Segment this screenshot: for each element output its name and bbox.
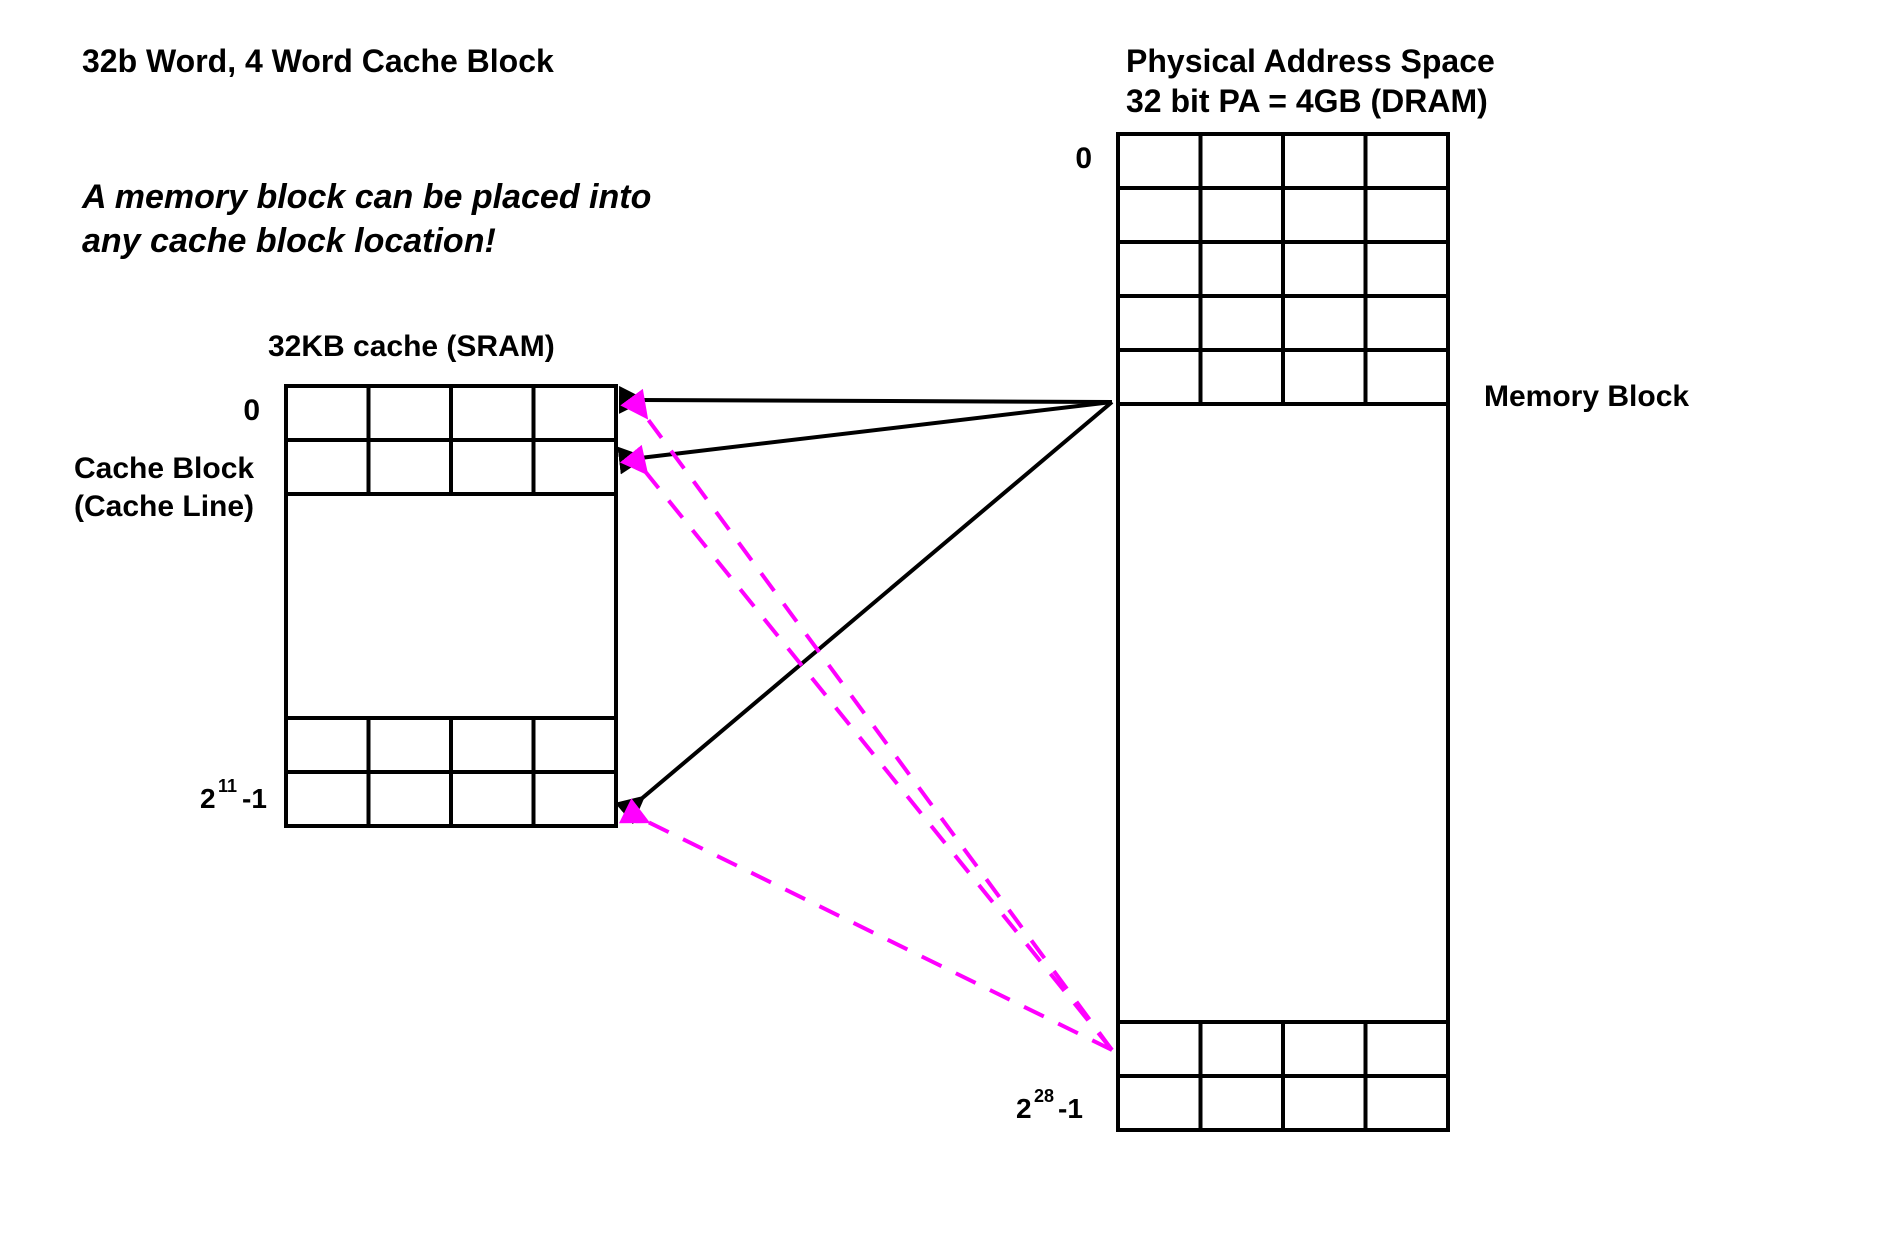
mem-last-index-base: 2 xyxy=(1016,1093,1032,1124)
memory-table xyxy=(1118,134,1448,1130)
cache-table xyxy=(286,386,616,826)
mapping-arrow-solid-2 xyxy=(640,402,1112,800)
header-left: 32b Word, 4 Word Cache Block xyxy=(82,43,554,79)
cache-title: 32KB cache (SRAM) xyxy=(268,330,555,363)
memory-index-zero: 0 xyxy=(1075,142,1092,175)
mapping-arrow-solid-0 xyxy=(640,400,1112,402)
header-right-line1: Physical Address Space xyxy=(1126,43,1495,79)
mapping-arrow-dashed-0 xyxy=(644,414,1112,1050)
cache-last-index-base: 2 xyxy=(200,783,216,814)
mem-last-index-exp: 28 xyxy=(1034,1086,1054,1106)
mem-last-index-suffix: -1 xyxy=(1058,1093,1083,1124)
cache-block-label-2: (Cache Line) xyxy=(74,490,254,523)
mapping-arrow-dashed-2 xyxy=(644,820,1112,1050)
cache-last-index-suffix: -1 xyxy=(242,783,267,814)
cache-last-index-exp: 11 xyxy=(218,776,237,796)
callout-line1: A memory block can be placed into xyxy=(81,178,651,216)
cache-block-label-1: Cache Block xyxy=(74,452,254,485)
cache-index-zero: 0 xyxy=(243,394,260,427)
memory-block-label: Memory Block xyxy=(1484,380,1689,413)
mapping-arrow-dashed-1 xyxy=(644,470,1112,1050)
header-right-line2: 32 bit PA = 4GB (DRAM) xyxy=(1126,83,1488,119)
mapping-arrow-solid-1 xyxy=(640,402,1112,458)
callout-line2: any cache block location! xyxy=(82,222,496,260)
